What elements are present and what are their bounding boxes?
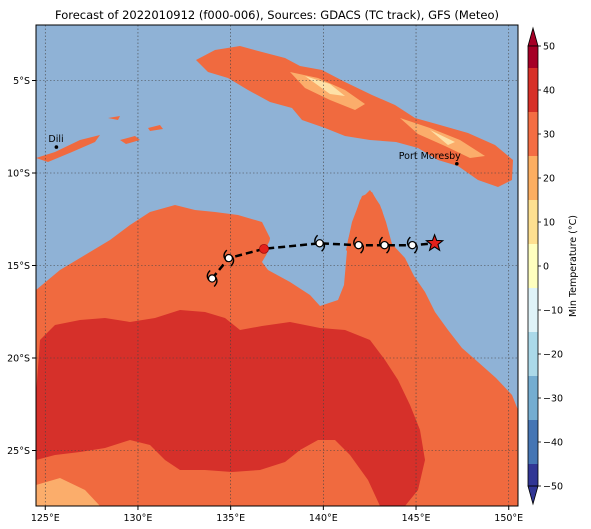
colorbar-tick-label: 0: [543, 262, 549, 273]
colorbar-segment: [528, 398, 538, 420]
colorbar-segment: [528, 354, 538, 376]
small-islands: [108, 116, 163, 144]
place-markers: Dili Port Moresby: [48, 134, 461, 166]
colorbar-title: Min Temperature (°C): [568, 215, 579, 317]
colorbar-tick-label: −40: [543, 438, 563, 449]
colorbar-tick-label: 20: [543, 174, 555, 185]
colorbar-segment: [528, 464, 538, 486]
map-title: Forecast of 2022010912 (f000-006), Sourc…: [55, 8, 499, 22]
colorbar-segment: [528, 310, 538, 332]
colorbar: 50 40 30 20 10 0 −10 −20 −30 −40 −50 Min Temperatur…: [527, 26, 579, 506]
colorbar-top-arrow: [527, 26, 539, 47]
colorbar-segment: [528, 68, 538, 90]
x-tick-label: 140°E: [309, 513, 338, 524]
forecast-position-icon: [379, 236, 390, 254]
colorbar-segment: [528, 288, 538, 310]
colorbar-bottom-arrow: [527, 485, 539, 506]
y-axis-ticks: 5°S 10°S 15°S 20°S 25°S: [7, 76, 36, 457]
storm-track: [206, 233, 445, 287]
colorbar-segment: [528, 46, 538, 68]
colorbar-segment: [528, 134, 538, 156]
y-tick-label: 15°S: [7, 261, 30, 272]
colorbar-segment: [528, 244, 538, 266]
colorbar-tick-label: −30: [543, 394, 563, 405]
x-tick-label: 130°E: [124, 513, 153, 524]
past-position-icon: [223, 249, 235, 267]
colorbar-tick-label: 10: [543, 218, 555, 229]
colorbar-segment: [528, 266, 538, 288]
colorbar-tick-label: −50: [543, 482, 563, 493]
colorbar-segment: [528, 178, 538, 200]
colorbar-segment: [528, 420, 538, 442]
place-dot: [54, 145, 59, 149]
past-position-icon: [206, 269, 218, 287]
colorbar-segment: [528, 332, 538, 354]
x-tick-label: 125°E: [31, 513, 60, 524]
x-axis-ticks: 125°E 130°E 135°E 140°E 145°E 150°E: [31, 506, 523, 524]
y-tick-label: 5°S: [13, 76, 30, 87]
forecast-position-icon: [353, 236, 365, 254]
colorbar-tick-label: 30: [543, 130, 555, 141]
x-tick-label: 135°E: [216, 513, 245, 524]
forecast-position-icon: [314, 234, 326, 252]
colorbar-segment: [528, 156, 538, 178]
place-dot: [455, 161, 459, 166]
track-end-star-icon: [425, 233, 445, 252]
colorbar-segment: [528, 376, 538, 398]
x-tick-label: 145°E: [402, 513, 431, 524]
place-label: Dili: [48, 134, 63, 145]
track-line: [211, 242, 435, 280]
colorbar-segment: [528, 90, 538, 112]
y-tick-label: 10°S: [7, 169, 30, 180]
new-guinea-peaks: [305, 76, 455, 145]
colorbar-tick-label: −20: [543, 350, 563, 361]
colorbar-tick-label: −10: [543, 306, 563, 317]
map-panel: Dili Port Moresby: [36, 25, 518, 506]
place-label: Port Moresby: [399, 151, 461, 162]
current-position-icon: [259, 243, 269, 254]
colorbar-segment: [528, 200, 538, 222]
colorbar-segment: [528, 112, 538, 134]
colorbar-tick-label: 40: [543, 86, 555, 97]
new-guinea-landmass: [196, 46, 513, 187]
southwest-cool-patch: [36, 478, 100, 506]
timor-island: [36, 135, 100, 162]
y-tick-label: 20°S: [7, 354, 30, 365]
colorbar-segment: [528, 442, 538, 464]
gulf-of-carpentaria: [266, 235, 346, 302]
x-tick-label: 150°E: [494, 513, 523, 524]
y-tick-label: 25°S: [7, 446, 30, 457]
forecast-position-icon: [406, 236, 418, 254]
colorbar-segment: [528, 222, 538, 244]
colorbar-tick-label: 50: [543, 42, 555, 53]
